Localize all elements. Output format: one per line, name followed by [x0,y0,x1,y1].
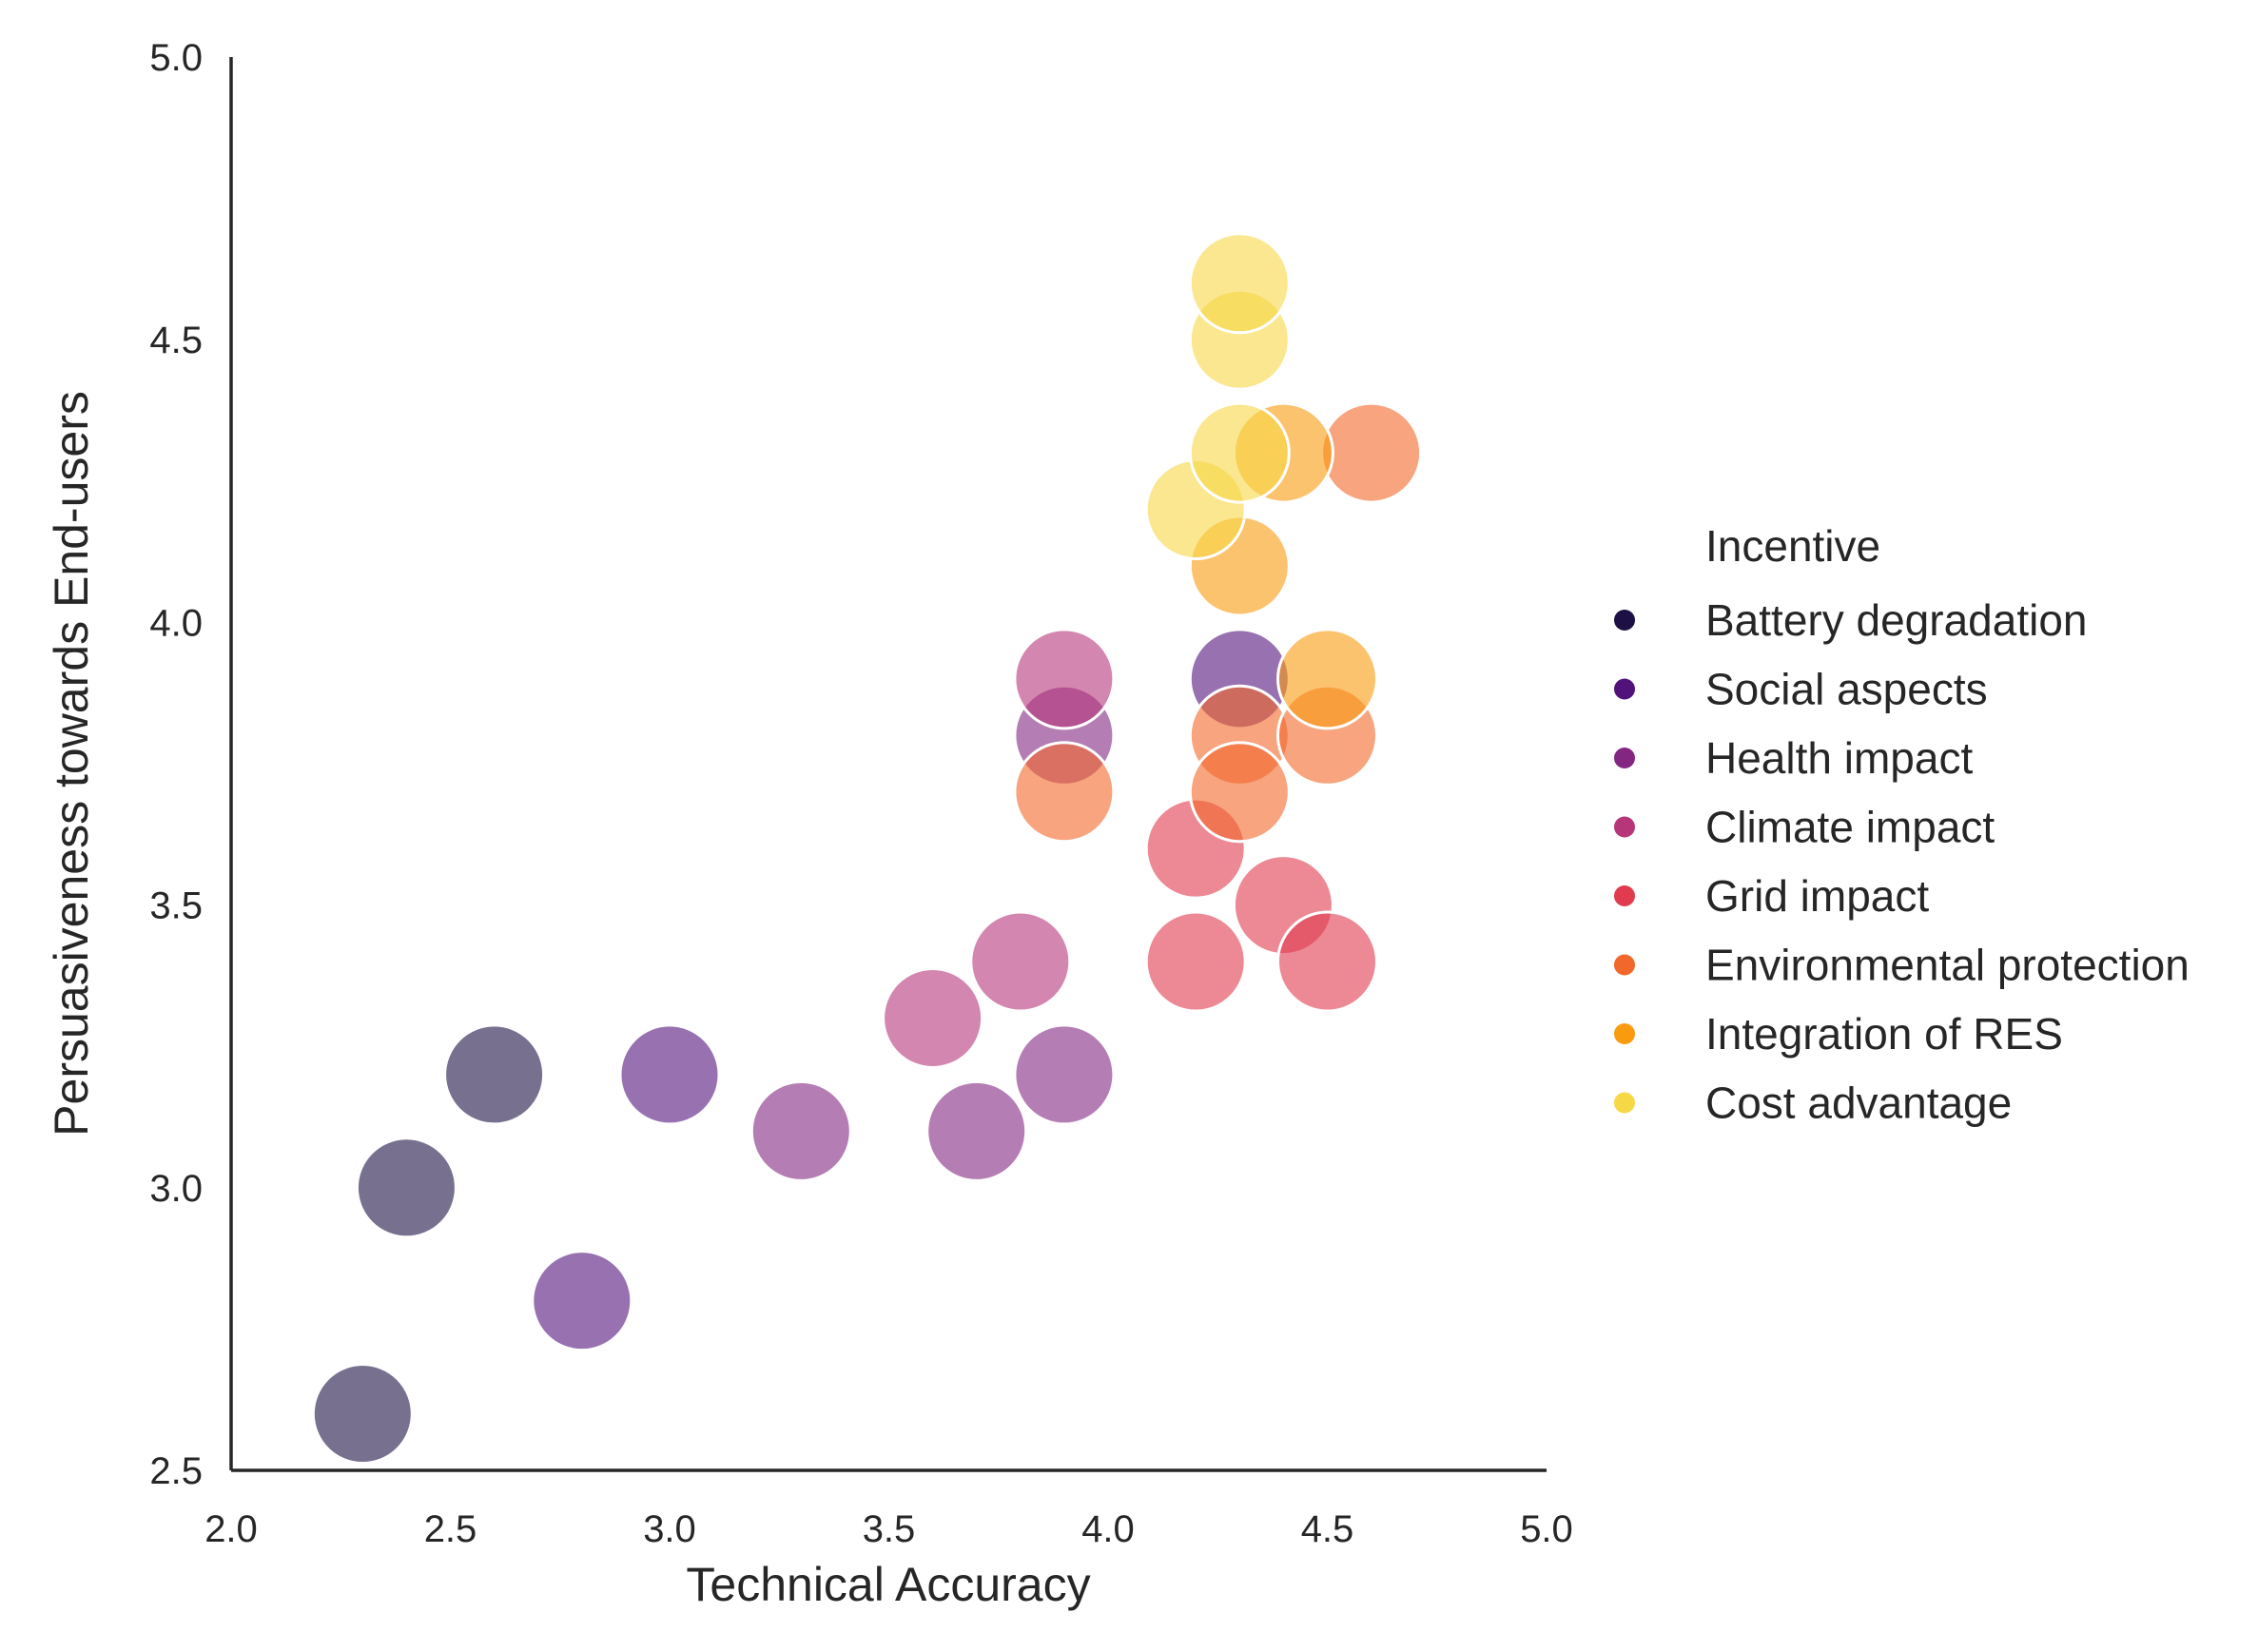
y-tick-label: 5.0 [149,37,203,79]
legend: Incentive Battery degradation Social aspe… [1614,521,2190,1128]
data-point-4-0 [1144,910,1247,1013]
data-point-1-0 [531,1250,633,1352]
y-tick-label: 4.5 [149,320,203,361]
data-point-0-2 [443,1023,546,1126]
legend-marker [1614,1023,1635,1044]
x-tick-label: 3.0 [643,1508,696,1550]
data-point-3-0 [882,966,984,1069]
data-point-7-3 [1188,232,1291,335]
y-axis-label: Persuasiveness towards End-users [45,391,98,1137]
legend-marker [1614,954,1635,976]
data-point-3-2 [1013,628,1116,730]
y-ticks: 2.5 3.0 3.5 4.0 4.5 5.0 [149,37,203,1492]
legend-marker [1614,748,1635,768]
data-point-5-0 [1013,741,1116,844]
legend-label: Climate impact [1705,803,1995,852]
legend-marker [1614,816,1635,838]
legend-label: Integration of RES [1705,1009,2063,1059]
data-point-6-2 [1276,628,1378,730]
legend-marker [1614,885,1635,906]
legend-label: Environmental protection [1705,941,2190,990]
legend-marker [1614,678,1635,700]
data-point-7-1 [1188,401,1291,504]
data-point-1-1 [618,1023,721,1126]
data-point-2-2 [1013,1023,1116,1126]
y-tick-label: 3.5 [149,885,203,927]
x-tick-label: 4.5 [1301,1508,1354,1550]
data-point-5-4 [1320,401,1423,504]
y-tick-label: 4.0 [149,602,203,644]
data-point-0-1 [355,1137,457,1239]
legend-label: Social aspects [1705,665,1988,714]
legend-title: Incentive [1705,521,1880,571]
x-tick-label: 2.5 [424,1508,477,1550]
legend-label: Health impact [1705,733,1973,783]
x-tick-label: 3.5 [863,1508,916,1550]
x-tick-label: 4.0 [1081,1508,1135,1550]
data-point-5-2 [1188,741,1291,844]
data-point-0-0 [311,1363,414,1466]
data-point-4-3 [1276,910,1378,1013]
legend-marker [1614,610,1635,631]
x-axis-label: Technical Accuracy [686,1558,1090,1611]
points-layer [311,232,1423,1466]
data-point-2-0 [749,1079,852,1182]
x-ticks: 2.0 2.5 3.0 3.5 4.0 4.5 5.0 [204,1508,1573,1550]
legend-label: Battery degradation [1705,595,2088,645]
data-point-2-1 [925,1079,1028,1182]
legend-label: Grid impact [1705,871,1929,921]
x-tick-label: 5.0 [1520,1508,1573,1550]
x-tick-label: 2.0 [204,1508,258,1550]
data-point-3-1 [969,910,1072,1013]
y-tick-label: 2.5 [149,1450,203,1492]
legend-label: Cost advantage [1705,1079,2012,1128]
legend-marker [1614,1092,1635,1114]
y-tick-label: 3.0 [149,1168,203,1210]
